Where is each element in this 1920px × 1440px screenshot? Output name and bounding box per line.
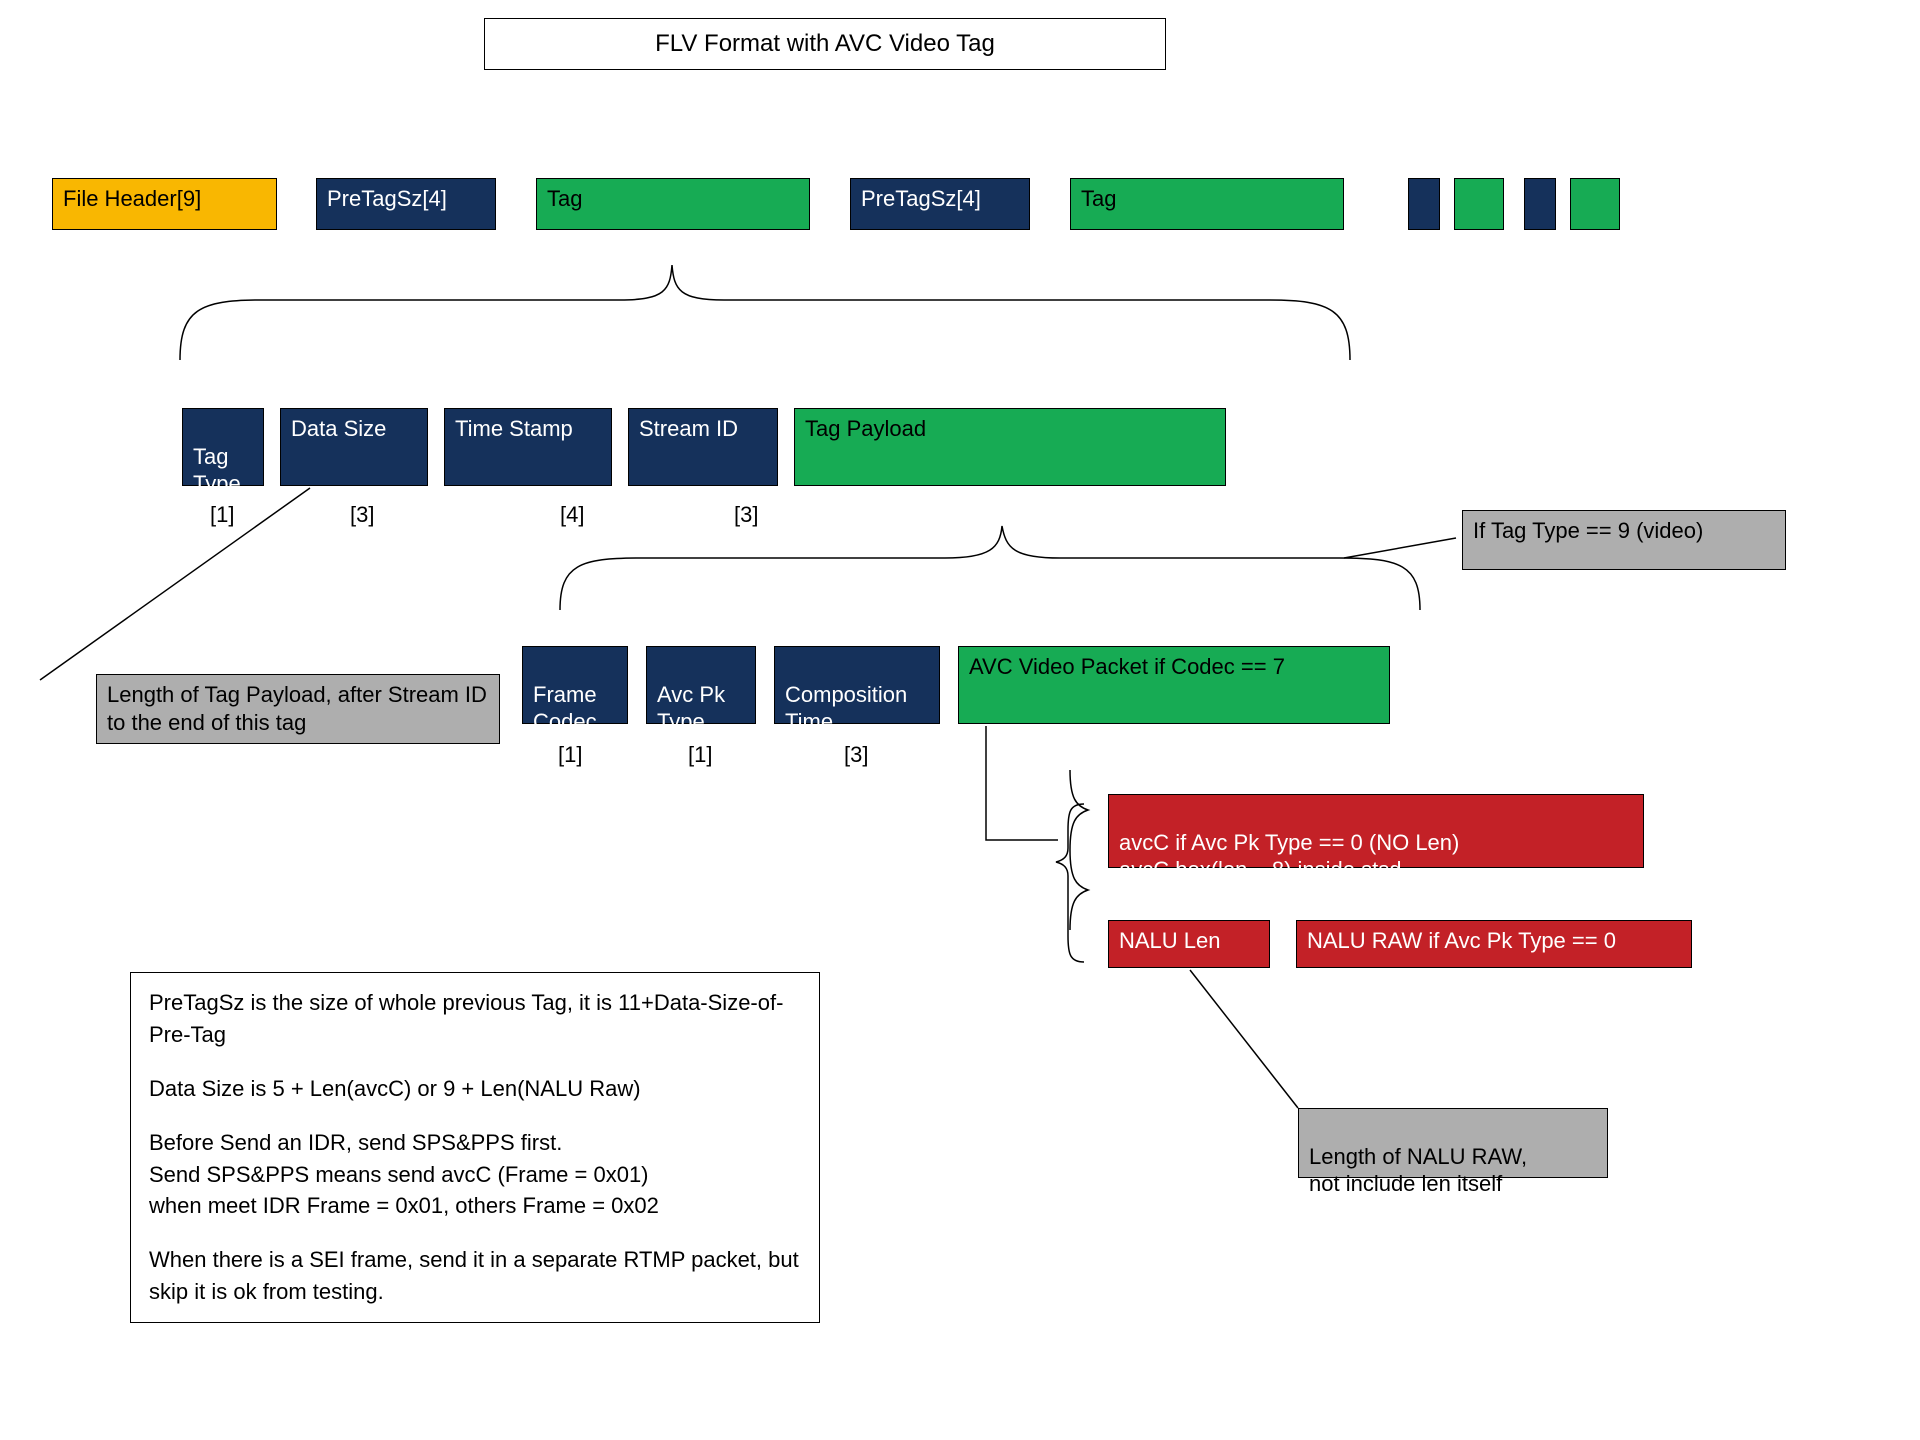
pretagsz-label-1: PreTagSz[4] bbox=[327, 186, 447, 211]
size-label-composition-time: [3] bbox=[844, 742, 868, 768]
note-tag-type-label: If Tag Type == 9 (video) bbox=[1473, 518, 1703, 543]
diagram-title-label: FLV Format with AVC Video Tag bbox=[655, 29, 995, 59]
trailing-green-2 bbox=[1570, 178, 1620, 230]
nalu-raw-box: NALU RAW if Avc Pk Type == 0 bbox=[1296, 920, 1692, 968]
notes-l4: When there is a SEI frame, send it in a … bbox=[149, 1244, 801, 1308]
note-data-size: Length of Tag Payload, after Stream ID t… bbox=[96, 674, 500, 744]
size-label-tag-type: [1] bbox=[210, 502, 234, 528]
data-size-label: Data Size bbox=[291, 416, 386, 441]
size-label-stream-id: [3] bbox=[734, 502, 758, 528]
diagram-title: FLV Format with AVC Video Tag bbox=[484, 18, 1166, 70]
composition-time-box: Composition Time bbox=[774, 646, 940, 724]
nalu-len-label: NALU Len bbox=[1119, 928, 1221, 953]
tag-type-label: Tag Type bbox=[193, 444, 241, 497]
composition-time-label: Composition Time bbox=[785, 682, 907, 735]
data-size-box: Data Size bbox=[280, 408, 428, 486]
avc-packet-box: AVC Video Packet if Codec == 7 bbox=[958, 646, 1390, 724]
tag-box-1: Tag bbox=[536, 178, 810, 230]
pretagsz-box-2: PreTagSz[4] bbox=[850, 178, 1030, 230]
notes-l3: Before Send an IDR, send SPS&PPS first. … bbox=[149, 1127, 801, 1223]
tag-box-2: Tag bbox=[1070, 178, 1344, 230]
tag-payload-label: Tag Payload bbox=[805, 416, 926, 441]
stream-id-label: Stream ID bbox=[639, 416, 738, 441]
note-data-size-label: Length of Tag Payload, after Stream ID t… bbox=[107, 682, 487, 735]
avc-pk-type-label: Avc Pk Type bbox=[657, 682, 725, 735]
file-header-box: File Header[9] bbox=[52, 178, 277, 230]
tag-label-2: Tag bbox=[1081, 186, 1116, 211]
notes-box: PreTagSz is the size of whole previous T… bbox=[130, 972, 820, 1323]
stream-id-box: Stream ID bbox=[628, 408, 778, 486]
file-header-label: File Header[9] bbox=[63, 186, 201, 211]
trailing-navy-1 bbox=[1408, 178, 1440, 230]
trailing-green-1 bbox=[1454, 178, 1504, 230]
avc-pk-type-box: Avc Pk Type bbox=[646, 646, 756, 724]
time-stamp-label: Time Stamp bbox=[455, 416, 573, 441]
note-nalu-len-label: Length of NALU RAW, not include len itse… bbox=[1309, 1144, 1527, 1197]
tag-payload-box: Tag Payload bbox=[794, 408, 1226, 486]
size-label-time-stamp: [4] bbox=[560, 502, 584, 528]
note-nalu-len: Length of NALU RAW, not include len itse… bbox=[1298, 1108, 1608, 1178]
size-label-frame-codec: [1] bbox=[558, 742, 582, 768]
tag-label-1: Tag bbox=[547, 186, 582, 211]
trailing-navy-2 bbox=[1524, 178, 1556, 230]
notes-l1: PreTagSz is the size of whole previous T… bbox=[149, 987, 801, 1051]
time-stamp-box: Time Stamp bbox=[444, 408, 612, 486]
nalu-raw-label: NALU RAW if Avc Pk Type == 0 bbox=[1307, 928, 1616, 953]
note-tag-type: If Tag Type == 9 (video) bbox=[1462, 510, 1786, 570]
notes-l2: Data Size is 5 + Len(avcC) or 9 + Len(NA… bbox=[149, 1073, 801, 1105]
avc-packet-label: AVC Video Packet if Codec == 7 bbox=[969, 654, 1285, 679]
size-label-data-size: [3] bbox=[350, 502, 374, 528]
avcc-label: avcC if Avc Pk Type == 0 (NO Len) avcC b… bbox=[1119, 830, 1459, 883]
pretagsz-label-2: PreTagSz[4] bbox=[861, 186, 981, 211]
nalu-len-box: NALU Len bbox=[1108, 920, 1270, 968]
frame-codec-box: Frame Codec bbox=[522, 646, 628, 724]
frame-codec-label: Frame Codec bbox=[533, 682, 597, 735]
tag-type-box: Tag Type bbox=[182, 408, 264, 486]
pretagsz-box-1: PreTagSz[4] bbox=[316, 178, 496, 230]
size-label-avc-pk-type: [1] bbox=[688, 742, 712, 768]
avcc-box: avcC if Avc Pk Type == 0 (NO Len) avcC b… bbox=[1108, 794, 1644, 868]
